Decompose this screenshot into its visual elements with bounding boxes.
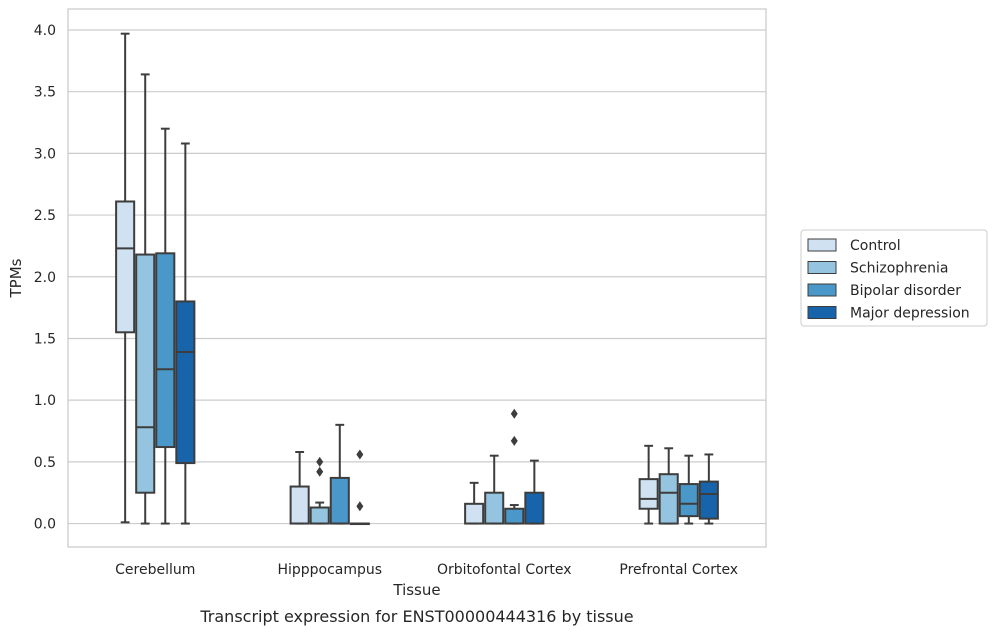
legend: Control Schizophrenia Bipolar disorder Majo… bbox=[800, 229, 988, 327]
legend-swatch bbox=[807, 261, 837, 274]
box-iqr bbox=[135, 253, 156, 494]
box-bipolar-disorder bbox=[678, 454, 699, 525]
box-iqr bbox=[658, 473, 679, 525]
outlier-point bbox=[510, 435, 518, 446]
box-major-depression bbox=[524, 459, 545, 525]
box-iqr bbox=[464, 502, 485, 525]
box-schizophrenia bbox=[658, 447, 679, 525]
legend-label: Control bbox=[850, 238, 901, 254]
y-tick-label: 0.0 bbox=[34, 517, 56, 533]
y-tick-label: 3.5 bbox=[34, 85, 56, 101]
box-bipolar-disorder bbox=[504, 408, 525, 525]
box-iqr bbox=[309, 506, 330, 525]
box-major-depression bbox=[349, 449, 370, 526]
legend-label: Bipolar disorder bbox=[850, 283, 961, 299]
y-tick-label: 2.0 bbox=[34, 270, 56, 286]
box-bipolar-disorder bbox=[155, 127, 176, 525]
box-control bbox=[115, 32, 136, 524]
box-bipolar-disorder bbox=[329, 423, 350, 525]
box-schizophrenia bbox=[484, 454, 505, 525]
box-iqr bbox=[484, 491, 505, 525]
legend-label: Schizophrenia bbox=[850, 261, 948, 277]
x-tick-labels: Cerebellum Hipppocampus Orbitofontal Corte… bbox=[115, 562, 738, 578]
y-tick-label: 3.0 bbox=[34, 146, 56, 162]
box-control bbox=[464, 481, 485, 525]
box-iqr bbox=[155, 252, 176, 449]
box-control bbox=[289, 450, 310, 525]
legend-frame bbox=[800, 229, 988, 327]
box-schizophrenia bbox=[309, 456, 330, 525]
y-tick-label: 1.0 bbox=[34, 393, 56, 409]
y-tick-label: 4.0 bbox=[34, 23, 56, 39]
legend-swatch bbox=[807, 238, 837, 252]
box-iqr bbox=[698, 480, 719, 520]
box-iqr bbox=[504, 507, 525, 525]
y-tick-label: 0.5 bbox=[34, 455, 56, 471]
x-tick-label: Cerebellum bbox=[115, 562, 195, 578]
y-tick-label: 1.5 bbox=[34, 331, 56, 347]
box-iqr bbox=[289, 485, 310, 525]
box-iqr bbox=[678, 483, 699, 518]
box-control bbox=[638, 444, 659, 525]
legend-swatch bbox=[807, 283, 837, 297]
boxes-layer bbox=[115, 32, 719, 526]
x-tick-label: Prefrontal Cortex bbox=[619, 562, 738, 578]
outlier-point bbox=[356, 449, 364, 460]
y-axis-label: TPMs bbox=[7, 258, 25, 298]
box-iqr bbox=[175, 300, 196, 465]
x-tick-label: Orbitofontal Cortex bbox=[437, 562, 572, 578]
box-iqr bbox=[329, 476, 350, 525]
box-iqr bbox=[115, 200, 136, 334]
outlier-point bbox=[510, 408, 518, 419]
x-tick-label: Hipppocampus bbox=[277, 562, 382, 578]
outlier-point bbox=[356, 501, 364, 512]
y-tick-label: 2.5 bbox=[34, 208, 56, 224]
box-iqr bbox=[638, 478, 659, 510]
plot-frame bbox=[67, 8, 767, 548]
box-major-depression bbox=[698, 453, 719, 525]
legend-swatch bbox=[807, 306, 837, 319]
outlier-point bbox=[316, 456, 324, 467]
outlier-point bbox=[316, 466, 324, 477]
box-iqr bbox=[524, 491, 545, 525]
box-schizophrenia bbox=[135, 73, 156, 525]
box-major-depression bbox=[175, 142, 196, 525]
chart-caption: Transcript expression for ENST0000044431… bbox=[199, 607, 633, 626]
x-axis-label: Tissue bbox=[392, 581, 440, 599]
legend-label: Major depression bbox=[850, 306, 970, 322]
y-tick-labels: 0.0 0.5 1.0 1.5 2.0 2.5 3.0 3.5 4.0 bbox=[34, 23, 56, 533]
